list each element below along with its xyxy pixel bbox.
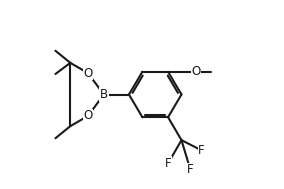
Text: O: O — [83, 109, 93, 122]
Text: F: F — [165, 157, 171, 170]
Text: O: O — [191, 65, 201, 78]
Text: F: F — [198, 144, 205, 157]
Text: F: F — [187, 163, 194, 176]
Text: B: B — [100, 88, 108, 101]
Text: O: O — [83, 67, 93, 80]
